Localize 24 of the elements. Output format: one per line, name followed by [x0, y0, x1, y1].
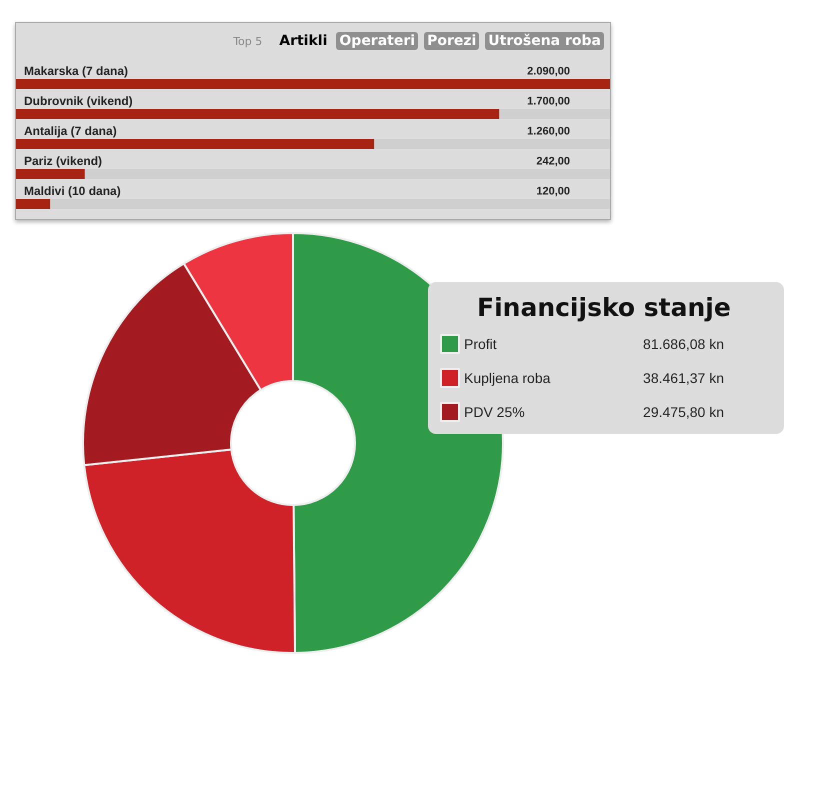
data-label: 29.475,80 kn: [643, 404, 724, 420]
text: Utrošena roba: [485, 32, 604, 50]
data-label: 120,00: [536, 186, 570, 198]
y-tick-label: Makarska (7 dana): [24, 64, 128, 78]
data-label: 81.686,08 kn: [643, 336, 724, 352]
data-label: 2.090,00: [527, 66, 570, 78]
text: Operateri: [336, 32, 418, 50]
bar: [16, 169, 85, 179]
chart-title: Top 5: [233, 34, 262, 48]
y-tick-label: Maldivi (10 dana): [24, 184, 121, 198]
bar: [16, 199, 50, 209]
text: Artikli: [278, 32, 328, 50]
legend-label: Kupljena roba: [464, 370, 551, 386]
data-label: 242,00: [536, 156, 570, 168]
legend-label: PDV 25%: [464, 404, 525, 420]
text: Porezi: [424, 32, 480, 50]
data-label: 1.260,00: [527, 126, 570, 138]
y-tick-label: Antalija (7 dana): [24, 124, 117, 138]
legend-title: Financijsko stanje: [477, 293, 731, 322]
y-tick-label: Dubrovnik (vikend): [24, 94, 133, 108]
data-label: 38.461,37 kn: [643, 370, 724, 386]
data-label: 1.700,00: [527, 96, 570, 108]
legend-label: Profit: [464, 336, 497, 352]
y-tick-label: Pariz (vikend): [24, 154, 102, 168]
